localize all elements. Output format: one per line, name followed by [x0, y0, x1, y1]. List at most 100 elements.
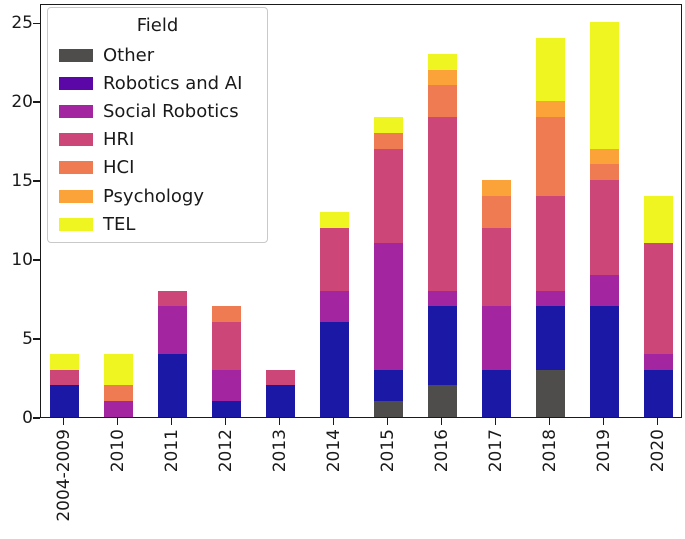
bar-segment	[482, 306, 511, 370]
x-axis-tick-label: 2014	[323, 429, 344, 473]
legend-item-label: HRI	[103, 129, 135, 151]
y-axis-tick	[33, 22, 40, 24]
bar-segment	[590, 180, 619, 275]
bar-segment	[590, 164, 619, 181]
legend-item-label: Robotics and AI	[103, 72, 243, 94]
legend-swatch-robotics-and-ai	[59, 76, 93, 90]
y-axis-tick-label: 0	[22, 408, 33, 428]
bar-segment	[536, 306, 565, 370]
x-axis-tick	[494, 418, 497, 425]
bar-segment	[590, 306, 619, 417]
bar-segment	[536, 117, 565, 196]
legend-swatch-tel	[59, 217, 93, 231]
x-axis-tick-label: 2013	[269, 429, 290, 473]
legend-title: Field	[136, 15, 179, 36]
x-axis-tick	[116, 418, 119, 425]
y-axis-tick	[33, 338, 40, 340]
x-axis-tick-label: 2012	[215, 429, 236, 473]
bar-segment	[536, 101, 565, 117]
bar-segment	[482, 195, 511, 228]
x-axis-tick	[440, 418, 443, 425]
y-axis-tick-label: 10	[11, 250, 33, 271]
bar-segment	[374, 117, 403, 133]
bar-segment	[428, 385, 457, 417]
legend-swatch-psychology	[59, 189, 93, 203]
bar-segment	[212, 306, 241, 323]
x-axis-tick	[386, 418, 389, 425]
bar-segment	[536, 369, 565, 417]
legend-item: Psychology	[48, 182, 267, 210]
bar-segment	[374, 148, 403, 244]
y-axis-tick	[33, 259, 40, 261]
bar-segment	[374, 369, 403, 402]
bar-segment	[590, 148, 619, 165]
bar-segment	[536, 195, 565, 291]
bar-segment	[158, 353, 187, 417]
legend-swatch-hci	[59, 161, 93, 175]
x-axis-tick-label: 2019	[593, 429, 614, 473]
bar-segment	[482, 227, 511, 307]
legend-item: Social Robotics	[48, 97, 267, 125]
y-axis-tick-label: 5	[22, 329, 33, 350]
x-axis-tick	[278, 418, 281, 425]
bar-segment	[428, 306, 457, 386]
bar-segment	[104, 353, 133, 386]
bar-segment	[212, 369, 241, 402]
x-axis-tick-label: 2010	[107, 429, 128, 473]
legend: Field Other Robotics and AI Social Robot…	[47, 7, 268, 243]
bar-segment	[590, 274, 619, 307]
bar-segment	[50, 353, 79, 370]
bar-segment	[482, 369, 511, 417]
bar-segment	[428, 290, 457, 307]
bar-segment	[482, 180, 511, 196]
x-axis-tick-label: 2011	[161, 429, 182, 473]
x-axis-tick-label: 2018	[539, 429, 560, 473]
bar-segment	[644, 353, 673, 370]
bar-segment	[266, 385, 295, 417]
x-axis-tick-label: 2015	[377, 429, 398, 473]
bar-segment	[104, 385, 133, 402]
bar-segment	[536, 290, 565, 307]
bar-segment	[644, 369, 673, 417]
x-axis-tick	[170, 418, 173, 425]
y-axis-tick-label: 20	[11, 92, 33, 113]
bar-segment	[158, 306, 187, 354]
legend-item: Other	[48, 41, 267, 69]
bar-segment	[374, 401, 403, 417]
y-axis-tick-label: 25	[11, 13, 33, 34]
bar-segment	[212, 401, 241, 417]
bar-segment	[374, 243, 403, 370]
y-axis-tick	[33, 101, 40, 103]
x-axis-tick	[62, 418, 65, 425]
legend-item-label: Psychology	[103, 185, 204, 207]
x-axis-tick-label: 2004-2009	[53, 429, 74, 522]
bar-segment	[212, 322, 241, 370]
bar-segment	[320, 290, 349, 323]
plot-area	[40, 4, 682, 418]
bar-segment	[104, 401, 133, 417]
bar-segment	[644, 195, 673, 244]
bar-segment	[428, 117, 457, 291]
y-axis-tick-label: 15	[11, 171, 33, 192]
x-axis-tick	[332, 418, 335, 425]
x-axis-tick	[224, 418, 227, 425]
bar-segment	[320, 227, 349, 291]
legend-item-label: HCI	[103, 157, 135, 179]
legend-swatch-hri	[59, 133, 93, 147]
bar-segment	[158, 290, 187, 307]
legend-item: HCI	[48, 154, 267, 182]
bar-segment	[50, 385, 79, 417]
bar-segment	[320, 322, 349, 417]
bar-segment	[320, 211, 349, 228]
bar-segment	[428, 53, 457, 70]
y-axis-tick	[33, 180, 40, 182]
legend-item-label: Other	[103, 44, 155, 66]
x-axis-tick-label: 2020	[647, 429, 668, 473]
legend-item: TEL	[48, 210, 267, 238]
y-axis-tick	[33, 417, 40, 419]
x-axis-tick-label: 2016	[431, 429, 452, 473]
bar-segment	[590, 22, 619, 149]
bar-segment	[374, 132, 403, 149]
bar-segment	[50, 369, 79, 386]
